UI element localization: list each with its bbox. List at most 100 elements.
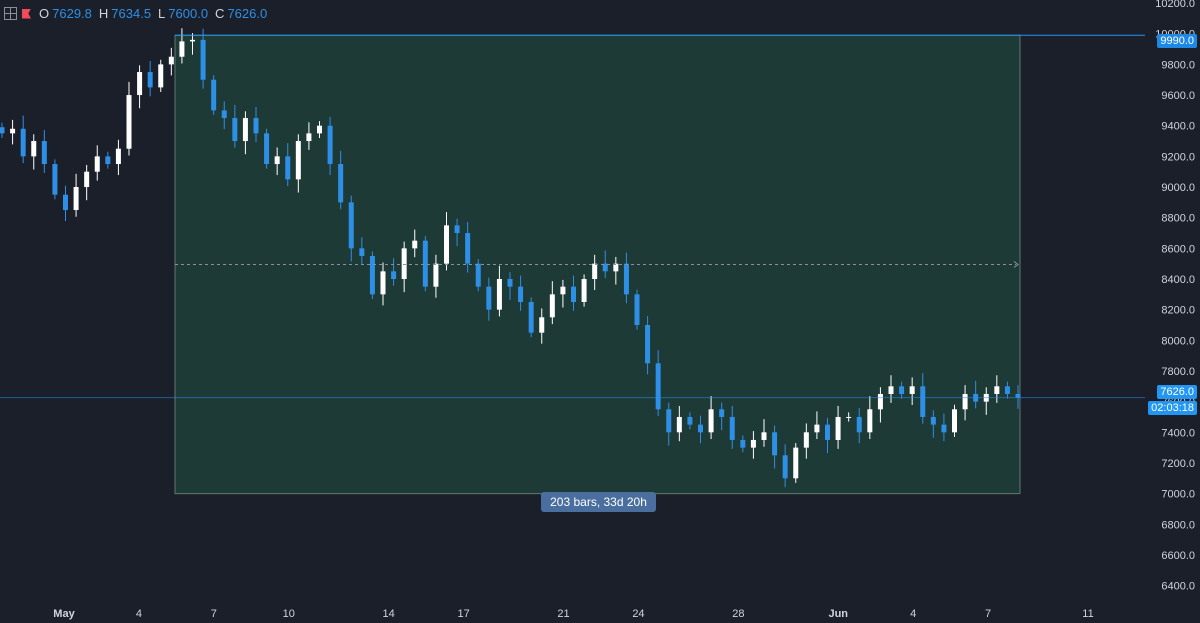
candle-down: [729, 416, 735, 440]
candle-down: [825, 424, 830, 440]
candle-down: [327, 125, 333, 165]
open-value: 7629.8: [52, 6, 92, 21]
candle-up: [10, 128, 16, 134]
close-label: C: [215, 6, 225, 21]
price-tick-label: 9400.0: [1161, 121, 1195, 133]
candle-down: [232, 118, 238, 142]
candle-down: [941, 424, 947, 433]
candle-up: [581, 279, 587, 302]
candle-down: [369, 256, 375, 295]
candle-up: [708, 409, 714, 433]
candle-down: [645, 324, 651, 364]
price-tick-label: 7000.0: [1161, 489, 1195, 501]
candle-up: [84, 171, 90, 188]
candle-up: [676, 416, 682, 433]
candle-up: [444, 225, 449, 264]
time-tick-label: 7: [985, 608, 991, 620]
time-tick-label: Jun: [828, 608, 848, 620]
price-tick-label: 9000.0: [1161, 182, 1195, 194]
time-axis[interactable]: May 4 7 10 14 17 21 24 28 Jun 4 7 11: [0, 604, 1200, 623]
price-tick-label: 8000.0: [1161, 335, 1195, 347]
candlestick-chart[interactable]: [0, 0, 1145, 604]
candle-up: [31, 141, 37, 157]
price-tick-label: 7200.0: [1161, 458, 1195, 470]
candle-down: [338, 164, 344, 203]
price-tick-label: 8800.0: [1161, 213, 1195, 225]
chart-area[interactable]: [0, 0, 1145, 604]
candle-down: [634, 294, 640, 325]
candle-up: [846, 416, 852, 418]
candle-down: [623, 263, 629, 295]
candle-up: [962, 393, 968, 410]
price-tick-label: 9800.0: [1161, 59, 1195, 71]
candle-down: [666, 409, 672, 433]
time-tick-label: 11: [1082, 608, 1093, 620]
candle-down: [920, 386, 926, 417]
candle-up: [94, 156, 100, 172]
candle-down: [740, 439, 746, 448]
candle-up: [306, 133, 312, 142]
price-tick-label: 6400.0: [1161, 581, 1195, 593]
candle-down: [486, 286, 492, 310]
price-tick-label: 6600.0: [1161, 550, 1195, 562]
candle-up: [952, 409, 957, 433]
time-tick-label: 24: [632, 608, 644, 620]
candle-down: [475, 263, 481, 287]
flag-icon[interactable]: [22, 8, 31, 19]
candle-up: [168, 56, 174, 65]
candle-up: [158, 64, 164, 88]
candle-down: [782, 455, 788, 479]
time-tick-label: 10: [283, 608, 295, 620]
candle-up: [433, 263, 439, 287]
price-tick-label: 8200.0: [1161, 305, 1195, 317]
candle-up: [888, 386, 894, 394]
candle-up: [613, 263, 619, 272]
candles-group: [0, 28, 1021, 488]
candle-down: [719, 409, 725, 417]
candle-down: [253, 118, 259, 134]
time-tick-label: 14: [383, 608, 395, 620]
candle-down: [571, 286, 576, 302]
candle-up: [242, 118, 248, 142]
crosshair-icon[interactable]: [4, 7, 17, 20]
candle-down: [1004, 386, 1010, 394]
candle-down: [687, 416, 693, 425]
candle-up: [560, 286, 566, 295]
candle-down: [20, 128, 26, 157]
candle-up: [909, 386, 915, 394]
candle-up: [317, 125, 322, 134]
candle-up: [877, 393, 883, 410]
candle-up: [496, 279, 502, 310]
low-label: L: [158, 6, 166, 21]
candle-up: [179, 41, 185, 57]
candle-up: [115, 148, 121, 165]
candle-down: [211, 79, 217, 111]
candle-up: [137, 72, 143, 96]
candle-down: [856, 416, 862, 433]
candle-up: [994, 386, 1000, 394]
price-tick-label: 8400.0: [1161, 274, 1195, 286]
candle-down: [507, 279, 513, 287]
ohlc-legend: O 7629.8 H 7634.5 L 7600.0 C 7626.0: [4, 6, 267, 21]
high-value: 7634.5: [111, 6, 152, 21]
candle-up: [401, 248, 407, 280]
candle-down: [698, 424, 703, 433]
candle-down: [264, 133, 270, 165]
candle-up: [750, 439, 756, 448]
candle-down: [348, 202, 354, 249]
time-tick-label: 4: [136, 608, 142, 620]
time-tick-label: 4: [910, 608, 916, 620]
price-axis[interactable]: 6400.06600.06800.07000.07200.07400.07600…: [1145, 0, 1200, 604]
candle-up: [835, 416, 841, 440]
candle-down: [772, 432, 778, 456]
low-value: 7600.0: [168, 6, 209, 21]
open-label: O: [39, 6, 50, 21]
candle-down: [422, 240, 428, 287]
candle-up: [803, 432, 809, 448]
candle-up: [761, 432, 767, 440]
time-tick-label: 17: [457, 608, 469, 620]
candle-down: [105, 156, 111, 165]
candle-up: [126, 95, 132, 149]
candle-down: [655, 363, 661, 410]
close-value: 7626.0: [227, 6, 268, 21]
